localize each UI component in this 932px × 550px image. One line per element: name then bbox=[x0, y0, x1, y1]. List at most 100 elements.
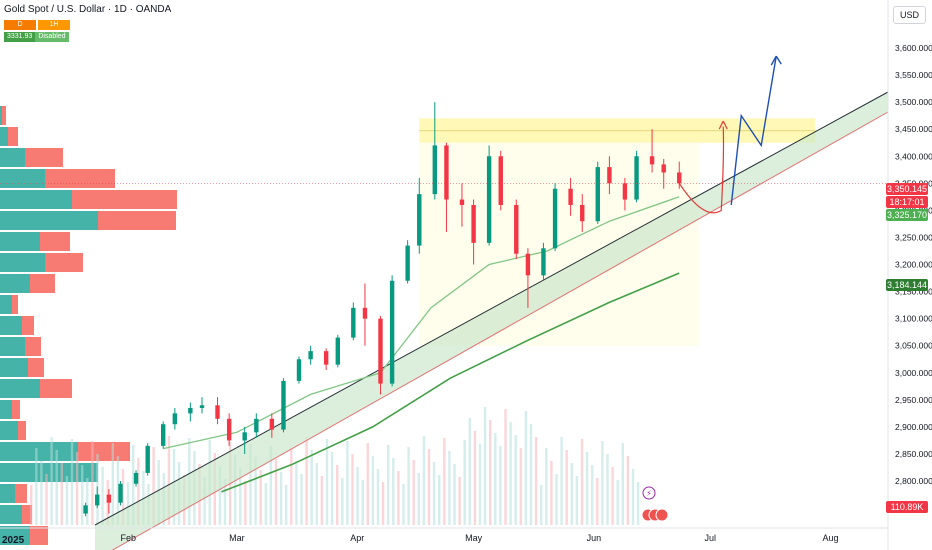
currency-button[interactable]: USD bbox=[892, 6, 926, 24]
economic-event-flag-icon[interactable] bbox=[655, 508, 669, 522]
volume-bar bbox=[463, 440, 466, 525]
volume-bar bbox=[60, 463, 63, 525]
volume-profile-up bbox=[0, 379, 40, 398]
candle-body bbox=[269, 418, 275, 430]
time-tick-label: Mar bbox=[229, 533, 245, 543]
volume-bar bbox=[596, 478, 599, 525]
indicator-legend[interactable]: 3331.93 Disabled bbox=[4, 32, 69, 42]
volume-bar bbox=[81, 465, 84, 525]
volume-bar bbox=[285, 485, 288, 525]
volume-bar bbox=[295, 461, 298, 525]
volume-bar bbox=[478, 444, 482, 525]
volume-bar bbox=[356, 467, 359, 525]
price-tick-label: 3,550.000 bbox=[895, 70, 932, 80]
volume-profile-up bbox=[0, 421, 18, 440]
volume-bar bbox=[611, 467, 614, 525]
time-tick-label: May bbox=[465, 533, 483, 543]
candle-body bbox=[459, 199, 465, 205]
candle-body bbox=[106, 494, 112, 503]
volume-bar bbox=[392, 458, 395, 525]
volume-bar bbox=[290, 448, 293, 525]
volume-bar bbox=[305, 437, 308, 525]
volume-bar bbox=[244, 481, 247, 525]
year-label: 2025 bbox=[2, 535, 25, 546]
time-tick-label: Jul bbox=[705, 533, 717, 543]
volume-bar bbox=[234, 455, 237, 525]
candle-body bbox=[514, 204, 519, 254]
volume-profile-down bbox=[30, 526, 48, 545]
ma-slow-badge: 3,184.144 bbox=[886, 279, 928, 291]
volume-profile-up bbox=[0, 526, 30, 545]
volume-profile-up bbox=[0, 442, 78, 461]
consolidation-area bbox=[419, 142, 699, 346]
volume-bar bbox=[40, 461, 43, 525]
volume-bar bbox=[45, 474, 48, 525]
volume-profile-down bbox=[30, 274, 55, 293]
candle-body bbox=[95, 494, 100, 506]
volume-bar bbox=[65, 476, 69, 525]
candle-body bbox=[498, 156, 503, 205]
volume-bar bbox=[397, 471, 400, 525]
volume-bar bbox=[606, 454, 609, 525]
volume-profile-up bbox=[0, 148, 25, 167]
volume-bar bbox=[494, 433, 497, 525]
volume-bar bbox=[269, 446, 273, 525]
volume-bar bbox=[101, 467, 104, 525]
volume-profile-up bbox=[0, 505, 22, 524]
volume-bar bbox=[30, 485, 33, 525]
buy-button[interactable]: 1H bbox=[38, 20, 70, 30]
current-price-badge: 3,350.145 bbox=[886, 183, 928, 195]
candles bbox=[83, 102, 682, 517]
volume-bar bbox=[565, 450, 568, 525]
trade-buttons[interactable]: D 1H bbox=[4, 20, 70, 30]
volume-bar bbox=[524, 411, 528, 525]
volume-bar bbox=[336, 465, 339, 525]
volume-bar bbox=[453, 464, 456, 525]
volume-bar bbox=[142, 471, 145, 525]
volume-bar bbox=[381, 482, 385, 525]
time-axis[interactable]: Feb Mar Apr May Jun Jul Aug bbox=[0, 527, 888, 543]
candle-body bbox=[405, 245, 410, 281]
volume-bar bbox=[438, 475, 441, 525]
candle-body bbox=[83, 505, 88, 514]
candle-body bbox=[661, 164, 666, 173]
volume-profile-up bbox=[0, 127, 8, 146]
candle-body bbox=[172, 413, 178, 425]
price-tick-label: 3,000.000 bbox=[895, 368, 932, 378]
sell-button[interactable]: D bbox=[4, 20, 36, 30]
volume-profile bbox=[0, 106, 177, 545]
event-flash-icon[interactable] bbox=[642, 486, 656, 500]
volume-bar bbox=[279, 472, 283, 525]
volume-bar bbox=[575, 476, 579, 525]
volume-bar bbox=[422, 436, 426, 525]
volume-bar bbox=[402, 484, 405, 525]
candle-body bbox=[215, 405, 220, 419]
moving-averages bbox=[163, 196, 680, 493]
candle-body bbox=[525, 253, 531, 276]
volume-bar bbox=[514, 435, 517, 525]
volume-bar bbox=[137, 458, 140, 525]
volume-bar bbox=[417, 473, 420, 525]
event-markers[interactable]: ⚡ bbox=[641, 486, 669, 522]
volume-bar bbox=[366, 443, 369, 525]
volume-profile-down bbox=[15, 484, 27, 503]
volume-bar bbox=[616, 480, 619, 525]
volume-profile-down bbox=[22, 316, 34, 335]
volume-bar bbox=[509, 422, 512, 525]
projection-curve-arrowhead bbox=[718, 120, 728, 130]
volume-bar bbox=[585, 452, 589, 525]
volume-profile-up bbox=[0, 337, 25, 356]
volume-bar bbox=[223, 479, 227, 525]
volume-profile-up bbox=[0, 274, 30, 293]
volume-bar bbox=[483, 407, 487, 525]
volume-bar bbox=[341, 478, 344, 525]
volume-bar bbox=[351, 454, 354, 525]
time-tick-label: Apr bbox=[350, 533, 364, 543]
price-tick-label: 3,450.000 bbox=[895, 124, 932, 134]
candle-body bbox=[634, 156, 639, 200]
candle-body bbox=[308, 351, 313, 360]
price-tick-label: 3,600.000 bbox=[895, 43, 932, 53]
volume-profile-down bbox=[78, 442, 130, 461]
volume-profile-up bbox=[0, 190, 72, 209]
